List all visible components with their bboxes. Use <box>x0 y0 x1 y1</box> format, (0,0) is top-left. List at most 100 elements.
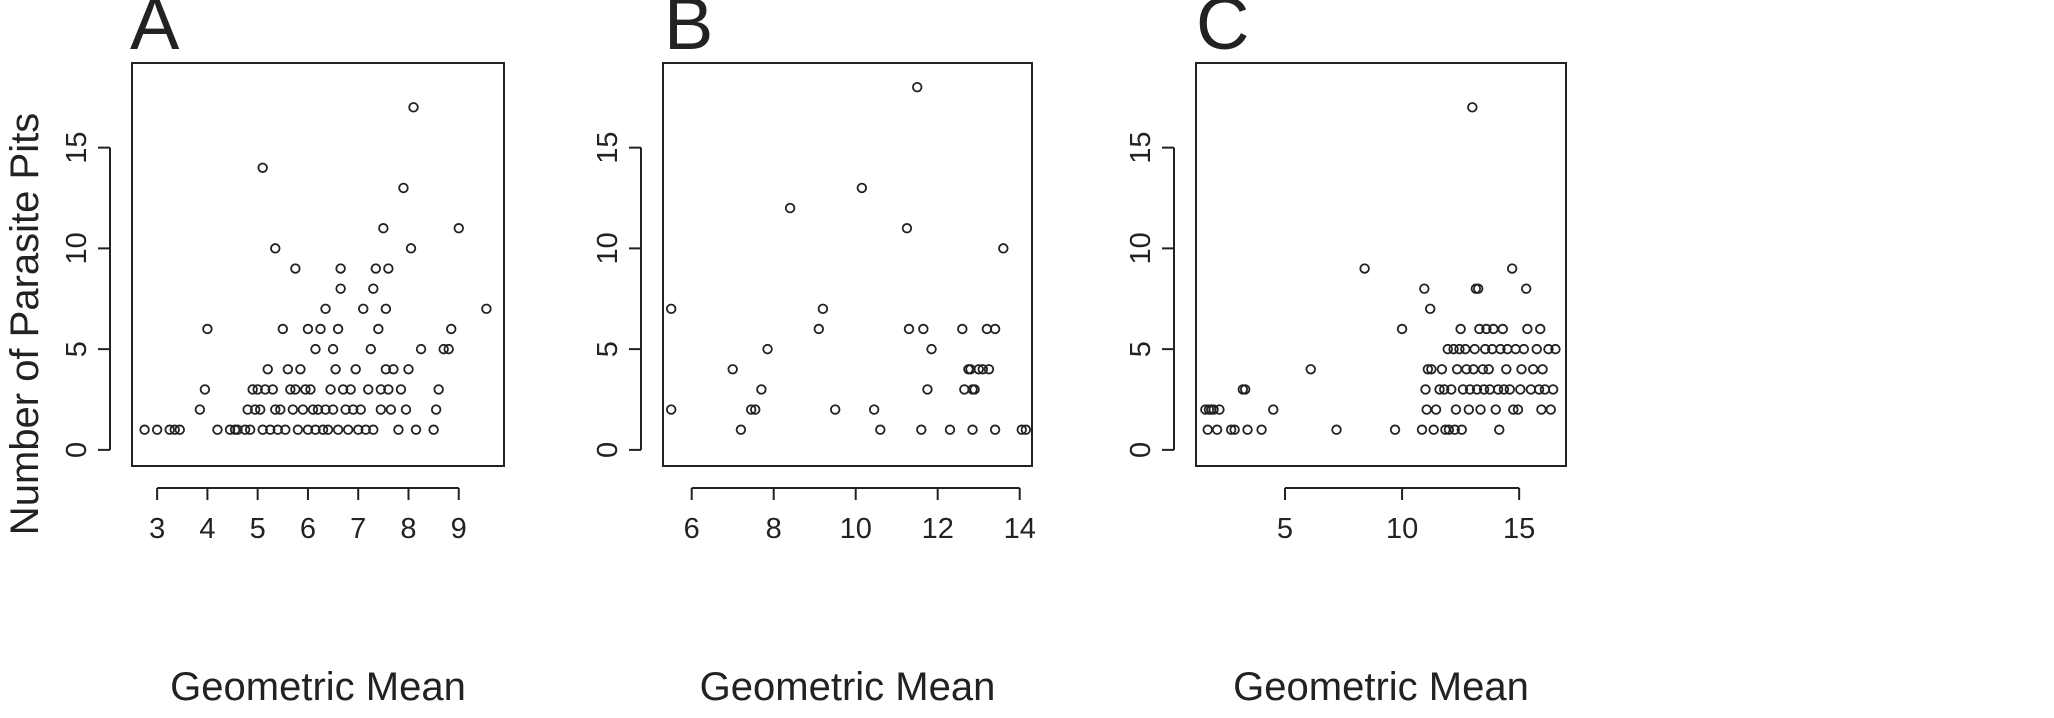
data-point <box>1543 343 1554 355</box>
x-tick-label: 5 <box>1277 513 1293 545</box>
x-tick-label: 14 <box>1004 513 1036 545</box>
data-point <box>410 424 422 435</box>
x-tick-label: 10 <box>1386 513 1418 545</box>
data-point <box>868 404 880 415</box>
data-point <box>1389 424 1401 435</box>
data-point <box>395 384 407 395</box>
data-point <box>1501 364 1512 375</box>
data-point <box>817 303 829 315</box>
data-point <box>1492 384 1504 395</box>
data-point <box>1537 364 1548 375</box>
data-point <box>307 404 319 415</box>
data-point <box>1483 364 1494 375</box>
data-point <box>926 343 937 355</box>
data-point <box>151 424 163 435</box>
data-point <box>1495 343 1506 355</box>
x-tick-label: 6 <box>684 513 700 545</box>
data-point <box>916 424 927 435</box>
data-point <box>380 303 392 315</box>
data-point <box>1477 364 1489 375</box>
y-tick-label: 0 <box>592 442 624 458</box>
x-axis-title: Geometric Mean <box>1233 665 1529 709</box>
data-point <box>1536 404 1547 415</box>
data-point <box>164 424 175 435</box>
data-point <box>998 243 1009 254</box>
data-point <box>224 424 236 435</box>
data-point <box>973 364 984 375</box>
data-point <box>813 323 825 335</box>
data-point <box>438 343 449 355</box>
data-point <box>310 424 321 435</box>
data-point <box>415 343 427 355</box>
data-point <box>363 384 374 395</box>
data-point <box>1214 404 1225 415</box>
data-point <box>1359 263 1370 274</box>
data-point <box>302 424 314 435</box>
x-tick-label: 9 <box>451 513 467 545</box>
data-point <box>1225 424 1237 435</box>
y-tick-label: 15 <box>61 131 93 163</box>
data-point <box>1016 424 1027 435</box>
data-point <box>290 263 301 274</box>
data-point <box>332 424 344 435</box>
x-tick-label: 8 <box>766 513 782 545</box>
data-point <box>405 243 417 254</box>
data-point <box>1211 424 1223 435</box>
x-tick-label: 3 <box>149 513 165 545</box>
data-point <box>242 404 253 415</box>
data-point <box>1442 343 1453 355</box>
data-point <box>446 323 457 335</box>
data-point <box>320 404 331 415</box>
data-point <box>282 364 294 375</box>
data-point <box>1420 384 1431 395</box>
data-point <box>327 404 339 415</box>
data-point <box>1331 424 1342 435</box>
data-point <box>903 323 915 335</box>
data-point <box>1239 384 1251 395</box>
x-tick-label: 10 <box>840 513 872 545</box>
data-point <box>1528 364 1539 375</box>
data-point <box>350 364 361 375</box>
data-point <box>232 424 243 435</box>
data-point <box>1472 283 1484 294</box>
data-point <box>280 424 291 435</box>
data-point <box>1455 323 1466 335</box>
data-point <box>762 343 773 355</box>
data-point <box>249 404 261 415</box>
data-point <box>453 223 464 234</box>
data-point <box>1456 424 1467 435</box>
data-point <box>368 424 379 435</box>
data-point <box>1242 424 1253 435</box>
data-point <box>373 323 384 335</box>
x-tick-label: 4 <box>199 513 215 545</box>
data-point <box>1229 424 1240 435</box>
data-point <box>353 424 364 435</box>
panel-letter: C <box>1196 0 1249 65</box>
data-point <box>433 384 444 395</box>
data-point <box>212 424 223 435</box>
data-point <box>312 404 324 415</box>
data-point <box>1426 364 1437 375</box>
data-point <box>1518 343 1530 355</box>
data-point <box>1494 424 1505 435</box>
data-point <box>1522 323 1533 335</box>
data-point <box>305 384 316 395</box>
data-point <box>944 424 956 435</box>
data-point <box>1545 404 1556 415</box>
data-point <box>302 323 314 335</box>
data-point <box>967 424 978 435</box>
data-point <box>430 404 442 415</box>
data-point <box>750 404 761 415</box>
x-tick-label: 15 <box>1503 513 1535 545</box>
data-point <box>784 202 796 214</box>
data-point <box>277 323 289 335</box>
data-point <box>1480 343 1491 355</box>
data-point <box>481 303 492 315</box>
data-point <box>347 404 359 415</box>
data-point <box>335 283 346 294</box>
data-point <box>169 424 180 435</box>
data-point <box>727 364 738 375</box>
data-point <box>1450 404 1462 415</box>
panel-c-chart: C 5 10 15 0 5 10 15 Geometric Mean <box>1125 0 1567 709</box>
data-point <box>1515 384 1526 395</box>
